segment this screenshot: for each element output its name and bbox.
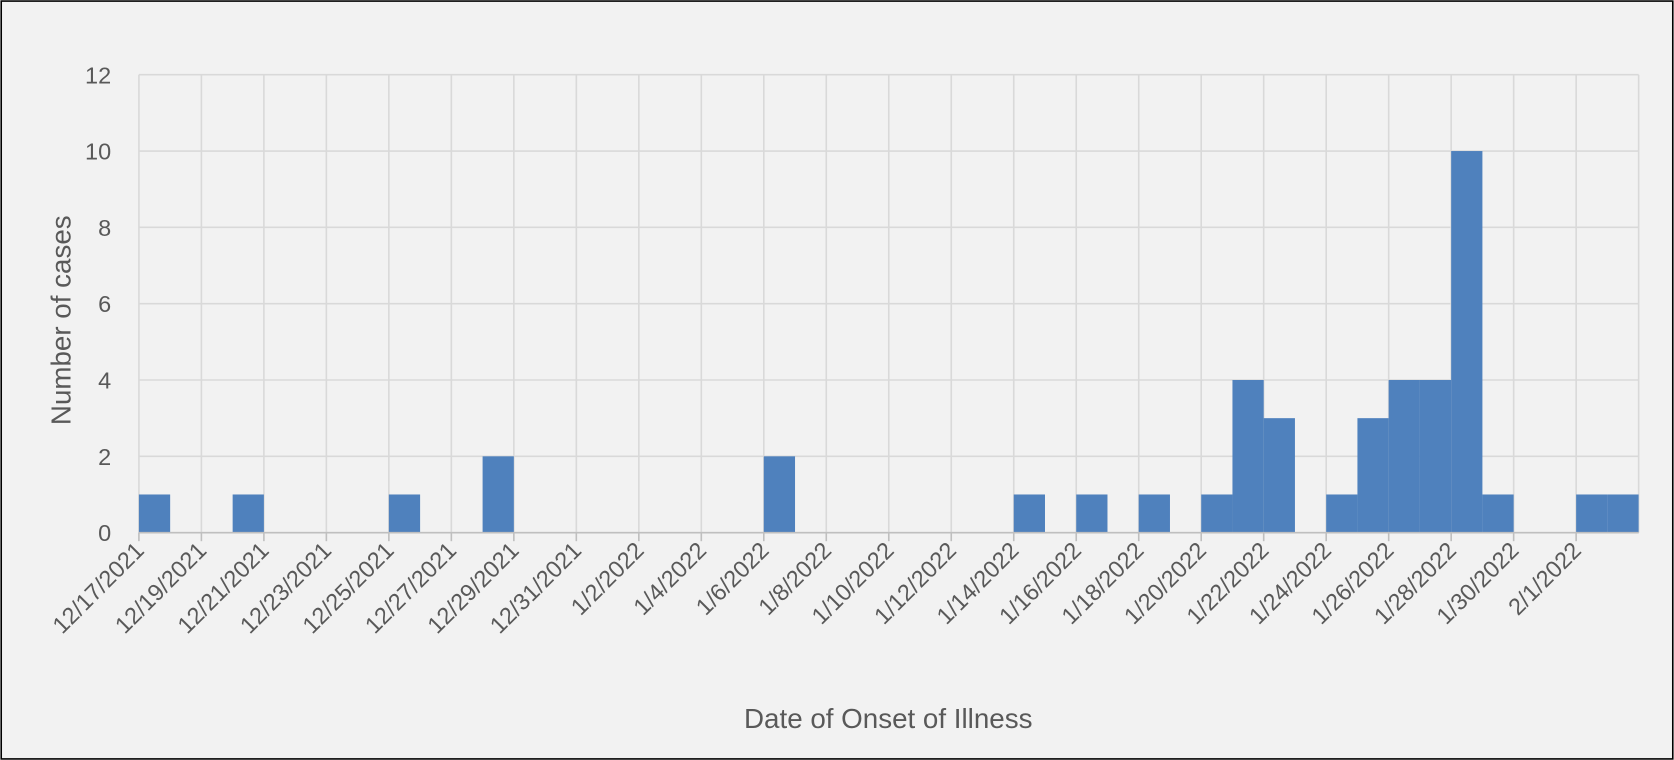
bar (1451, 151, 1483, 533)
bar (1388, 380, 1420, 533)
bar (482, 456, 514, 533)
bar (1263, 418, 1295, 533)
bar (1482, 494, 1514, 533)
bar (763, 456, 796, 533)
bar (1357, 418, 1389, 533)
bar (1607, 494, 1639, 533)
bar (1076, 494, 1108, 533)
y-tick-label: 10 (85, 139, 111, 165)
y-axis-title: Number of cases (46, 215, 77, 425)
bar (1201, 494, 1233, 533)
bar (1576, 494, 1608, 533)
bar (138, 494, 171, 533)
y-tick-label: 2 (98, 444, 111, 470)
bar (1013, 494, 1045, 533)
bar (1326, 494, 1358, 533)
y-tick-label: 0 (98, 520, 111, 546)
y-tick-label: 12 (85, 62, 111, 88)
bar (1232, 380, 1264, 533)
bar (232, 494, 264, 533)
bar (1138, 494, 1170, 533)
x-axis-title: Date of Onset of Illness (744, 703, 1032, 734)
bar (388, 494, 421, 533)
y-tick-label: 4 (98, 368, 111, 394)
y-tick-label: 8 (98, 215, 111, 241)
y-tick-label: 6 (98, 291, 111, 317)
bar (1419, 380, 1452, 533)
